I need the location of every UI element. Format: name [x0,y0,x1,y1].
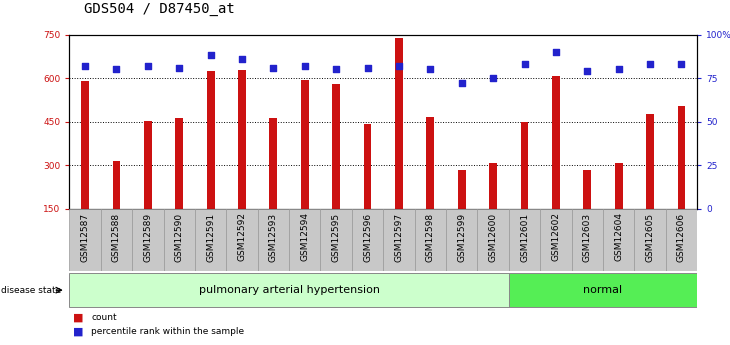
Bar [489,163,497,209]
Point [204,53,216,58]
Bar [320,209,352,271]
Text: GSM12599: GSM12599 [457,213,466,262]
Text: GSM12588: GSM12588 [112,213,121,262]
Bar [426,117,434,209]
Bar [238,70,246,209]
Bar [603,209,634,271]
Text: GSM12600: GSM12600 [488,213,498,262]
Text: GSM12602: GSM12602 [551,213,561,262]
Bar [477,209,509,271]
Point [456,80,468,86]
Text: GDS504 / D87450_at: GDS504 / D87450_at [84,1,235,16]
Text: GSM12598: GSM12598 [426,213,435,262]
Bar [175,118,183,209]
Bar [258,209,289,271]
Point [488,75,499,81]
Bar [132,209,164,271]
Text: GSM12594: GSM12594 [300,213,310,262]
Point [550,49,562,55]
Bar [458,169,466,209]
Bar [69,209,101,271]
Bar [395,38,403,209]
Point [644,61,656,67]
Text: GSM12597: GSM12597 [394,213,404,262]
Bar [364,124,372,209]
Bar [646,114,654,209]
Point [675,61,687,67]
Bar [301,80,309,209]
Text: GSM12606: GSM12606 [677,213,686,262]
Text: normal: normal [583,285,623,295]
Point [612,67,624,72]
Bar [101,209,132,271]
Bar [112,161,120,209]
Text: GSM12593: GSM12593 [269,213,278,262]
Bar [583,170,591,209]
Bar [81,81,89,209]
Text: disease state: disease state [1,286,61,295]
Point [581,68,593,74]
Bar [226,209,258,271]
Point [79,63,91,69]
Bar [677,106,685,209]
Bar [572,209,603,271]
Bar [207,71,215,209]
Bar [509,273,697,307]
Point [236,56,247,62]
Text: count: count [91,313,117,322]
Text: percentile rank within the sample: percentile rank within the sample [91,327,245,336]
Bar [289,209,320,271]
Text: ■: ■ [73,326,83,336]
Bar [615,163,623,209]
Point [299,63,311,69]
Bar [69,273,509,307]
Point [110,67,122,72]
Bar [144,121,152,209]
Bar [195,209,226,271]
Point [330,67,342,72]
Bar [520,122,529,209]
Bar [634,209,666,271]
Point [173,65,185,70]
Point [393,63,404,69]
Text: GSM12605: GSM12605 [645,213,655,262]
Bar [540,209,572,271]
Text: GSM12590: GSM12590 [174,213,184,262]
Text: GSM12603: GSM12603 [583,213,592,262]
Bar [352,209,383,271]
Point [142,63,153,69]
Text: GSM12601: GSM12601 [520,213,529,262]
Bar [164,209,195,271]
Text: GSM12596: GSM12596 [363,213,372,262]
Bar [446,209,477,271]
Text: GSM12591: GSM12591 [206,213,215,262]
Point [425,67,437,72]
Text: GSM12589: GSM12589 [143,213,153,262]
Bar [666,209,697,271]
Text: ■: ■ [73,313,83,322]
Text: GSM12604: GSM12604 [614,213,623,262]
Point [361,65,373,70]
Point [518,61,530,67]
Bar [552,76,560,209]
Bar [383,209,415,271]
Text: GSM12595: GSM12595 [331,213,341,262]
Bar [415,209,446,271]
Bar [332,84,340,209]
Bar [509,209,540,271]
Text: GSM12587: GSM12587 [80,213,90,262]
Bar [269,118,277,209]
Text: GSM12592: GSM12592 [237,213,247,262]
Text: pulmonary arterial hypertension: pulmonary arterial hypertension [199,285,380,295]
Point [267,65,279,70]
